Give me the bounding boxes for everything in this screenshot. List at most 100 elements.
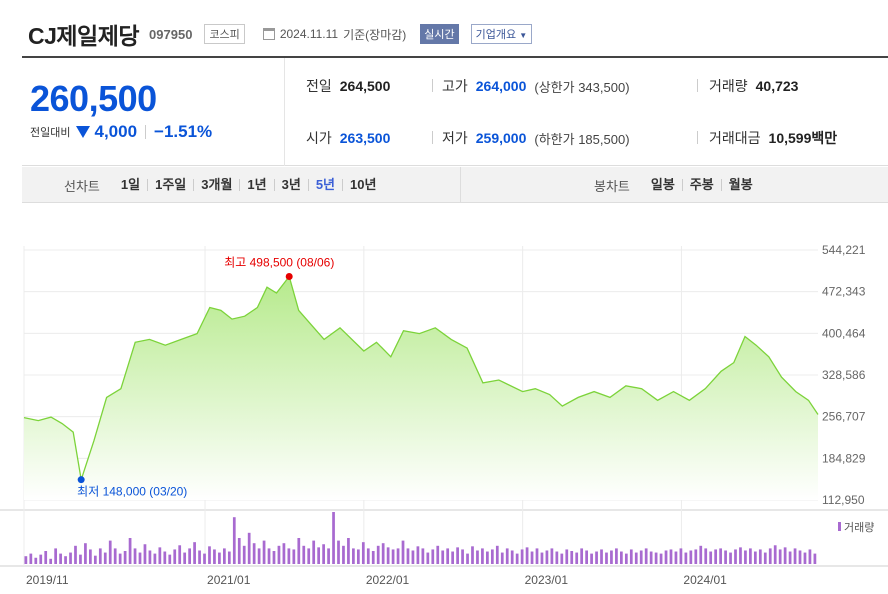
volume-bar [624,553,628,564]
volume-bar [163,551,167,564]
volume-bar [729,552,732,564]
volume-bar [431,549,435,564]
stat-high: 고가 264,000 (상한가 343,500) [442,76,630,96]
divider [432,79,433,92]
stat-label: 시가 [306,130,332,146]
y-tick-label: 328,586 [822,368,866,382]
volume-bar [709,551,713,564]
volume-bar [500,552,504,564]
volume-bar [386,547,390,564]
y-tick-label: 544,221 [822,243,866,257]
tab-5y[interactable]: 5년 [307,178,342,191]
volume-bar [287,548,291,564]
volume-bar [153,553,157,564]
divider [697,131,698,144]
volume-bar [520,549,524,564]
volume-bar [54,548,58,564]
x-tick-label: 2021/01 [207,573,251,587]
stat-label: 저가 [442,130,468,146]
volume-bar [143,544,147,564]
volume-bar [337,540,340,564]
volume-bar [406,548,410,564]
volume-bar [813,553,817,564]
price-chart[interactable]: 544,221 472,343 400,464 328,586 256,707 184,8… [0,236,888,594]
volume-bar [481,548,484,564]
volume-bar [193,542,196,564]
x-tick-label: 2024/01 [683,573,727,587]
tab-1w[interactable]: 1주일 [147,178,193,191]
volume-bars: 거래량 [24,512,874,564]
volume-bar [322,544,325,564]
volume-bar [302,545,306,564]
volume-bar [64,556,67,564]
volume-bar [808,549,812,564]
volume-bar [664,550,668,564]
volume-bar [446,548,450,564]
change-label: 전일대비 [30,127,71,139]
volume-bar [644,548,648,564]
volume-bar [312,540,316,564]
stat-label: 전일 [306,78,332,94]
volume-bar [634,552,638,564]
volume-bar [600,549,603,564]
volume-bar [173,549,177,564]
volume-bar [84,543,87,564]
company-overview-button[interactable]: 기업개요 ▼ [470,24,533,44]
volume-bar [575,552,579,564]
volume-bar [505,548,509,564]
tab-1d[interactable]: 1일 [120,177,141,192]
volume-bar [490,549,494,564]
volume-bar [123,551,127,564]
chart-annotations: 최고 498,500 (08/06) 최저 148,000 (03/20) [77,256,334,499]
volume-bar [535,548,539,564]
volume-bar [188,548,191,564]
max-marker [285,273,293,281]
min-label: 최저 148,000 (03/20) [77,485,187,499]
volume-bar [396,548,400,564]
realtime-button[interactable]: 실시간 [420,24,459,44]
tab-10y[interactable]: 10년 [342,178,383,191]
volume-bar [183,552,187,564]
volume-bar [724,550,727,564]
volume-bar [773,545,777,564]
price-change: 전일대비 4,000 −1.51% [30,122,212,142]
volume-bar [391,549,395,564]
volume-bar [297,538,301,564]
volume-bar [103,552,107,564]
volume-bar [758,549,762,564]
volume-bar [34,557,38,564]
volume-bar [89,549,92,564]
volume-bar [704,548,708,564]
volume-bar [118,553,122,564]
price-line [23,275,819,480]
volume-bar [471,546,474,564]
volume-legend-label: 거래량 [844,521,874,534]
volume-bar [679,548,683,564]
tab-1y[interactable]: 1년 [239,178,273,191]
volume-bar [113,548,117,564]
stat-open: 시가 263,500 [306,128,390,148]
company-name[interactable]: CJ제일제당 [28,23,140,49]
stat-value: 10,599백만 [769,128,838,148]
line-chart-tabs: 선차트 1일 1주일 3개월 1년 3년 5년 10년 [64,167,383,203]
volume-bar [763,552,767,564]
stat-prev-close: 전일 264,500 [306,76,390,96]
tab-3m[interactable]: 3개월 [193,178,239,191]
tab-daily[interactable]: 일봉 [650,177,675,192]
volume-bar [168,554,172,564]
volume-bar [401,540,405,564]
volume-bar [639,550,643,564]
tab-monthly[interactable]: 월봉 [720,178,760,191]
volume-bar [739,547,742,564]
tab-3y[interactable]: 3년 [273,178,308,191]
volume-bar [352,548,355,564]
volume-bar [421,548,425,564]
volume-bar [133,548,137,564]
y-tick-label: 256,707 [822,410,866,424]
volume-bar [659,553,663,564]
x-tick-label: 2019/11 [26,573,69,587]
volume-bar [768,548,772,564]
volume-bar [719,548,722,564]
tab-weekly[interactable]: 주봉 [681,178,721,191]
volume-bar [74,545,77,564]
